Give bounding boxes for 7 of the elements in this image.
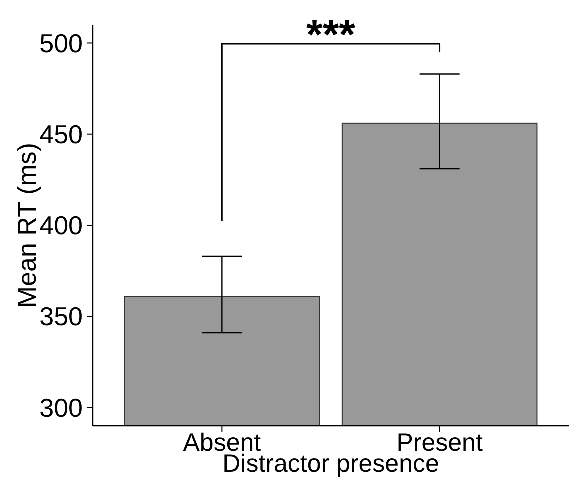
y-tick-label: 400 <box>40 210 83 241</box>
y-tick-label: 500 <box>40 28 83 58</box>
y-tick-label: 450 <box>40 119 83 150</box>
y-tick-label: 300 <box>40 392 83 423</box>
y-tick-label: 350 <box>40 302 83 332</box>
x-tick-label: Present <box>396 429 483 457</box>
annotation: *** <box>306 11 356 58</box>
